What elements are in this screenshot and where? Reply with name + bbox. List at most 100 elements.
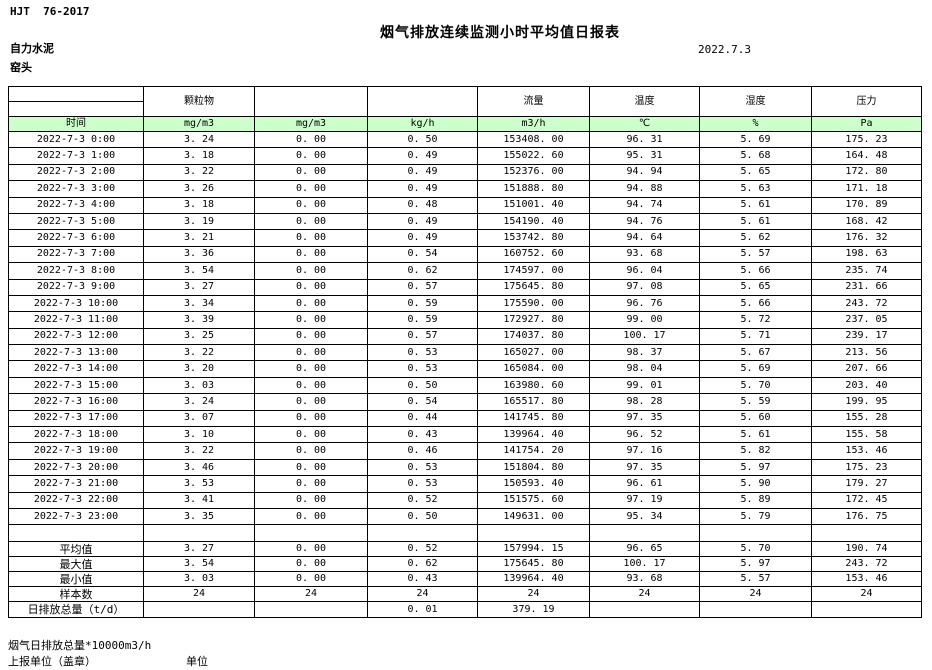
cell-value: 141745. 80: [477, 409, 590, 428]
cell-value: 5. 79: [699, 507, 812, 526]
cell-value: 98. 28: [589, 393, 700, 411]
cell-value: 94. 76: [589, 212, 700, 231]
row-time: 2022-7-3 10:00: [8, 294, 144, 313]
summary-value: [589, 601, 700, 619]
summary-value: 0. 62: [367, 556, 478, 573]
table-row: 2022-7-3 11:00 3. 39 0. 00 0. 59 172927. 80 9…: [8, 311, 922, 329]
pollutant-header-温度: 温度: [589, 86, 700, 117]
cell-value: 5. 69: [699, 130, 812, 149]
spacer-cell: [254, 524, 368, 543]
cell-value: 175645. 80: [477, 278, 590, 296]
row-time: 2022-7-3 0:00: [8, 130, 144, 149]
cell-value: 3. 27: [143, 278, 255, 296]
cell-value: 5. 68: [699, 147, 812, 165]
cell-value: 0. 54: [367, 245, 478, 264]
cell-value: 0. 49: [367, 229, 478, 247]
cell-value: 164. 48: [811, 147, 922, 165]
summary-value: 3. 54: [143, 556, 255, 573]
cell-value: 0. 53: [367, 475, 478, 493]
cell-value: 0. 57: [367, 327, 478, 346]
cell-value: 3. 22: [143, 344, 255, 362]
summary-value: 24: [811, 586, 922, 603]
cell-value: 231. 66: [811, 278, 922, 296]
row-time: 2022-7-3 22:00: [8, 491, 144, 509]
table-row: 2022-7-3 20:00 3. 46 0. 00 0. 53 151804. 80 9…: [8, 458, 922, 477]
summary-value: 190. 74: [811, 541, 922, 558]
cell-value: 0. 50: [367, 507, 478, 526]
summary-value: 24: [589, 586, 700, 603]
cell-value: 0. 49: [367, 163, 478, 182]
cell-value: 0. 00: [254, 147, 368, 165]
cell-value: 0. 00: [254, 393, 368, 411]
cell-value: 5. 61: [699, 426, 812, 444]
summary-value: 3. 03: [143, 571, 255, 588]
spacer-cell: [589, 524, 700, 543]
row-time: 2022-7-3 16:00: [8, 393, 144, 411]
row-time: 2022-7-3 12:00: [8, 327, 144, 346]
cell-value: 3. 53: [143, 475, 255, 493]
cell-value: 3. 19: [143, 212, 255, 231]
cell-value: 243. 72: [811, 294, 922, 313]
unit-header: Pa: [811, 116, 922, 132]
summary-label: 平均值: [8, 541, 144, 558]
cell-value: 155. 28: [811, 409, 922, 428]
header-empty-cell-bottom: [8, 101, 144, 117]
cell-value: 5. 69: [699, 360, 812, 378]
row-time: 2022-7-3 3:00: [8, 180, 144, 198]
cell-value: 3. 24: [143, 130, 255, 149]
cell-value: 152376. 00: [477, 163, 590, 182]
cell-value: 0. 00: [254, 426, 368, 444]
unit-header: mg/m3: [254, 116, 368, 132]
cell-value: 94. 64: [589, 229, 700, 247]
cell-value: 95. 34: [589, 507, 700, 526]
monitoring-table: 颗粒物 流量 温度 湿度 压力 时间 mg/m3 mg/m3 kg/h m3/h ℃% Pa 20…: [8, 86, 922, 619]
header-empty-cell-top: [8, 86, 144, 102]
cell-value: 0. 49: [367, 147, 478, 165]
cell-value: 165517. 80: [477, 393, 590, 411]
cell-value: 3. 46: [143, 458, 255, 477]
cell-value: 155. 58: [811, 426, 922, 444]
cell-value: 0. 49: [367, 212, 478, 231]
cell-value: 153742. 80: [477, 229, 590, 247]
summary-value: 0. 52: [367, 541, 478, 558]
cell-value: 100. 17: [589, 327, 700, 346]
cell-value: 5. 61: [699, 212, 812, 231]
summary-label: 日排放总量（t/d）: [8, 601, 144, 619]
cell-value: 160752. 60: [477, 245, 590, 264]
cell-value: 0. 00: [254, 130, 368, 149]
cell-value: 5. 66: [699, 262, 812, 280]
row-time: 2022-7-3 2:00: [8, 163, 144, 182]
cell-value: 176. 75: [811, 507, 922, 526]
cell-value: 3. 18: [143, 147, 255, 165]
cell-value: 97. 35: [589, 409, 700, 428]
cell-value: 176. 32: [811, 229, 922, 247]
cell-value: 3. 25: [143, 327, 255, 346]
company-name: 自力水泥: [10, 42, 54, 55]
cell-value: 5. 72: [699, 311, 812, 329]
cell-value: 0. 00: [254, 229, 368, 247]
summary-label: 最小值: [8, 571, 144, 588]
cell-value: 3. 22: [143, 442, 255, 460]
cell-value: 0. 53: [367, 360, 478, 378]
cell-value: 150593. 40: [477, 475, 590, 493]
summary-value: 243. 72: [811, 556, 922, 573]
cell-value: 94. 74: [589, 196, 700, 214]
table-row: 2022-7-3 10:00 3. 34 0. 00 0. 59 175590. 00 9…: [8, 294, 922, 313]
table-row: 2022-7-3 8:00 3. 54 0. 00 0. 62 174597. 00 96…: [8, 262, 922, 280]
cell-value: 0. 00: [254, 491, 368, 509]
table-row: 2022-7-3 23:00 3. 35 0. 00 0. 50 149631. 00 9…: [8, 507, 922, 526]
summary-value: 24: [254, 586, 368, 603]
row-time: 2022-7-3 4:00: [8, 196, 144, 214]
cell-value: 3. 34: [143, 294, 255, 313]
cell-value: 98. 37: [589, 344, 700, 362]
cell-value: 0. 00: [254, 327, 368, 346]
table-row: 2022-7-3 2:00 3. 22 0. 00 0. 49 152376. 00 94…: [8, 163, 922, 182]
table-row: 2022-7-3 4:00 3. 18 0. 00 0. 48 151001. 40 94…: [8, 196, 922, 214]
spacer-cell: [8, 524, 144, 543]
cell-value: 5. 67: [699, 344, 812, 362]
table-row: 2022-7-3 12:00 3. 25 0. 00 0. 57 174037. 80 1…: [8, 327, 922, 346]
cell-value: 5. 70: [699, 376, 812, 395]
cell-value: 3. 20: [143, 360, 255, 378]
cell-value: 99. 00: [589, 311, 700, 329]
standard-code: HJT 76-2017: [10, 5, 90, 18]
